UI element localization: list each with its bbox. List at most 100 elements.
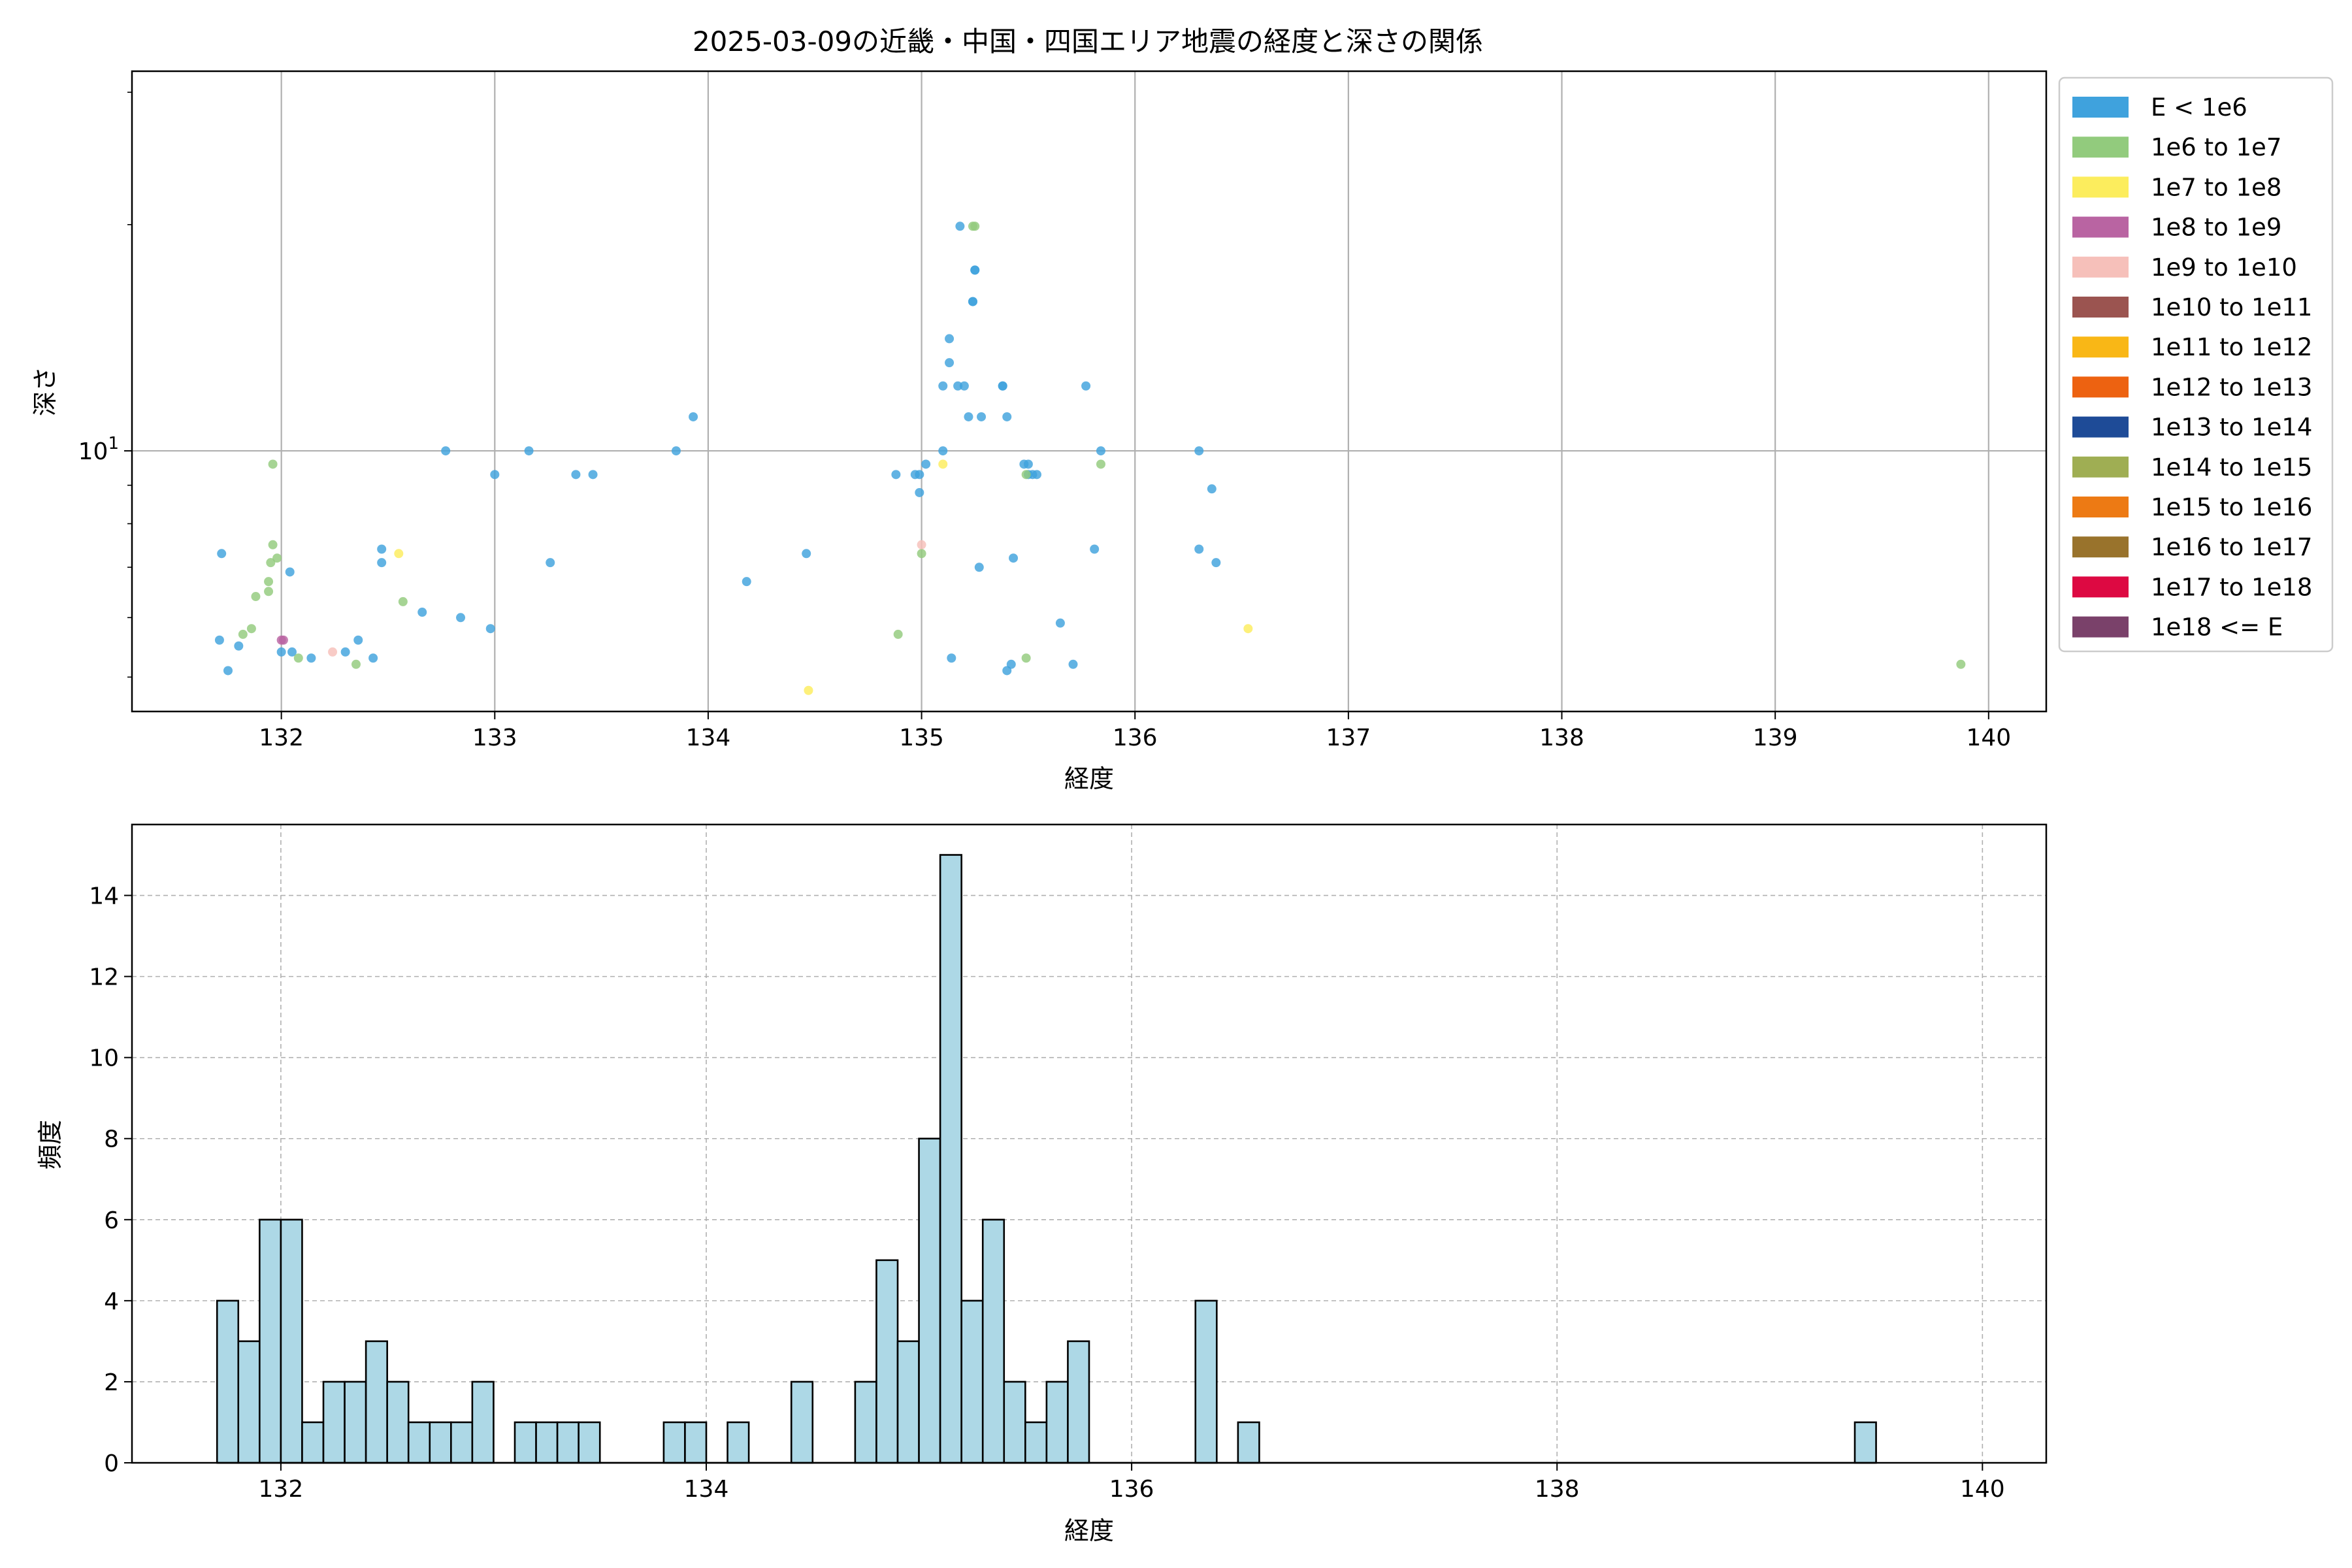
legend-swatch: [2072, 336, 2129, 358]
scatter-point: [234, 641, 244, 651]
histogram-bar: [727, 1421, 750, 1464]
histogram-bar: [662, 1421, 686, 1464]
legend-label: 1e7 to 1e8: [2151, 173, 2281, 201]
scatter-point: [1023, 459, 1033, 469]
scatter-point: [1243, 624, 1253, 634]
scatter-point: [441, 446, 451, 456]
scatter-point: [917, 549, 926, 559]
scatter-point: [377, 544, 387, 554]
scatter-point: [1096, 446, 1105, 456]
scatter-point: [671, 446, 681, 456]
histogram-bar: [1854, 1421, 1877, 1464]
histogram-x-axis-label: 経度: [1064, 1516, 1114, 1545]
scatter-point: [268, 540, 278, 549]
histogram-bar: [790, 1380, 814, 1464]
legend-swatch: [2072, 256, 2129, 278]
scatter-point: [328, 647, 338, 657]
scatter-point: [456, 613, 466, 623]
scatter-point: [742, 577, 751, 587]
histogram-y-tick-label: 6: [104, 1207, 119, 1234]
histogram-x-tick-label: 132: [259, 1476, 304, 1503]
scatter-point: [368, 653, 378, 663]
scatter-point: [945, 334, 955, 344]
scatter-point: [246, 624, 256, 634]
histogram-bar: [322, 1380, 346, 1464]
scatter-point: [959, 381, 969, 391]
legend-label: 1e6 to 1e7: [2151, 133, 2281, 161]
scatter-point: [804, 685, 813, 695]
histogram-bar: [344, 1380, 367, 1464]
scatter-point: [1032, 470, 1041, 480]
legend-swatch: [2072, 456, 2129, 478]
scatter-x-ticks: 132 133 134 135 136 137 138 139 140: [259, 711, 2011, 751]
legend-swatch: [2072, 616, 2129, 638]
histogram-bar: [216, 1299, 240, 1464]
scatter-point: [490, 470, 500, 480]
histogram-x-tick-label: 140: [1960, 1476, 2005, 1503]
scatter-x-tick-label: 139: [1753, 725, 1798, 751]
histogram-y-tick-label: 8: [104, 1126, 119, 1153]
histogram-bar: [875, 1259, 899, 1464]
scatter-y-tick-label: 101: [78, 434, 119, 465]
scatter-point: [398, 596, 408, 606]
scatter-point: [1096, 459, 1105, 469]
scatter-y-axis-label: 深さ: [31, 367, 59, 416]
tick-base: 10: [78, 438, 108, 465]
scatter-point: [1002, 412, 1012, 421]
scatter-x-tick-label: 132: [259, 725, 304, 751]
scatter-point: [1207, 484, 1217, 494]
legend-label: 1e13 to 1e14: [2151, 414, 2312, 442]
scatter-point: [689, 412, 698, 421]
legend-frame: [2058, 76, 2334, 653]
legend-swatch: [2072, 297, 2129, 318]
scatter-point: [394, 549, 404, 559]
scatter-point: [964, 412, 973, 421]
scatter-point: [953, 381, 963, 391]
scatter-point: [945, 358, 955, 368]
histogram-bar: [918, 1137, 941, 1464]
scatter-point: [1194, 544, 1204, 554]
histogram-bar: [535, 1421, 559, 1464]
legend-swatch: [2072, 497, 2129, 517]
histogram-bar: [301, 1421, 325, 1464]
histogram-y-ticks: 0 2 4 6 8 10 12 14: [89, 883, 132, 1477]
scatter-x-tick-label: 138: [1539, 725, 1584, 751]
histogram-chart: 132 134 136 138 140 0 2 4 6 8 10 12 14 経度 頻度: [36, 823, 2048, 1545]
legend-swatch: [2072, 216, 2129, 238]
scatter-point: [251, 592, 261, 602]
histogram-bar: [854, 1380, 877, 1464]
scatter-point: [938, 459, 948, 469]
scatter-point: [264, 587, 274, 596]
scatter-point: [1021, 653, 1031, 663]
scatter-point: [417, 608, 427, 617]
legend: E < 1e6 1e6 to 1e7 1e7 to 1e8 1e8 to 1e9 1e9…: [2058, 76, 2334, 653]
legend-swatch: [2072, 376, 2129, 398]
legend-label: 1e15 to 1e16: [2151, 493, 2312, 521]
histogram-bar: [1194, 1299, 1218, 1464]
histogram-bar: [939, 854, 962, 1464]
legend-swatch: [2072, 176, 2129, 198]
legend-label: 1e12 to 1e13: [2151, 373, 2312, 401]
histogram-bar: [407, 1421, 431, 1464]
scatter-point: [970, 221, 980, 231]
histogram-bar: [981, 1218, 1005, 1464]
scatter-point: [293, 653, 303, 663]
scatter-point: [938, 381, 948, 391]
histogram-bar: [1045, 1380, 1069, 1464]
scatter-points: [214, 221, 1966, 695]
histogram-bar: [386, 1380, 410, 1464]
histogram-bar: [280, 1218, 303, 1464]
scatter-grid: [132, 71, 2046, 711]
histogram-bar: [471, 1380, 495, 1464]
scatter-point: [1021, 470, 1031, 480]
scatter-point: [351, 659, 361, 669]
histogram-x-tick-label: 136: [1109, 1476, 1154, 1503]
scatter-point: [947, 653, 956, 663]
scatter-point: [524, 446, 534, 456]
scatter-point: [571, 470, 581, 480]
scatter-point: [223, 666, 233, 676]
tick-exponent: 1: [108, 434, 119, 453]
histogram-bar: [896, 1340, 920, 1464]
scatter-point: [340, 647, 350, 657]
